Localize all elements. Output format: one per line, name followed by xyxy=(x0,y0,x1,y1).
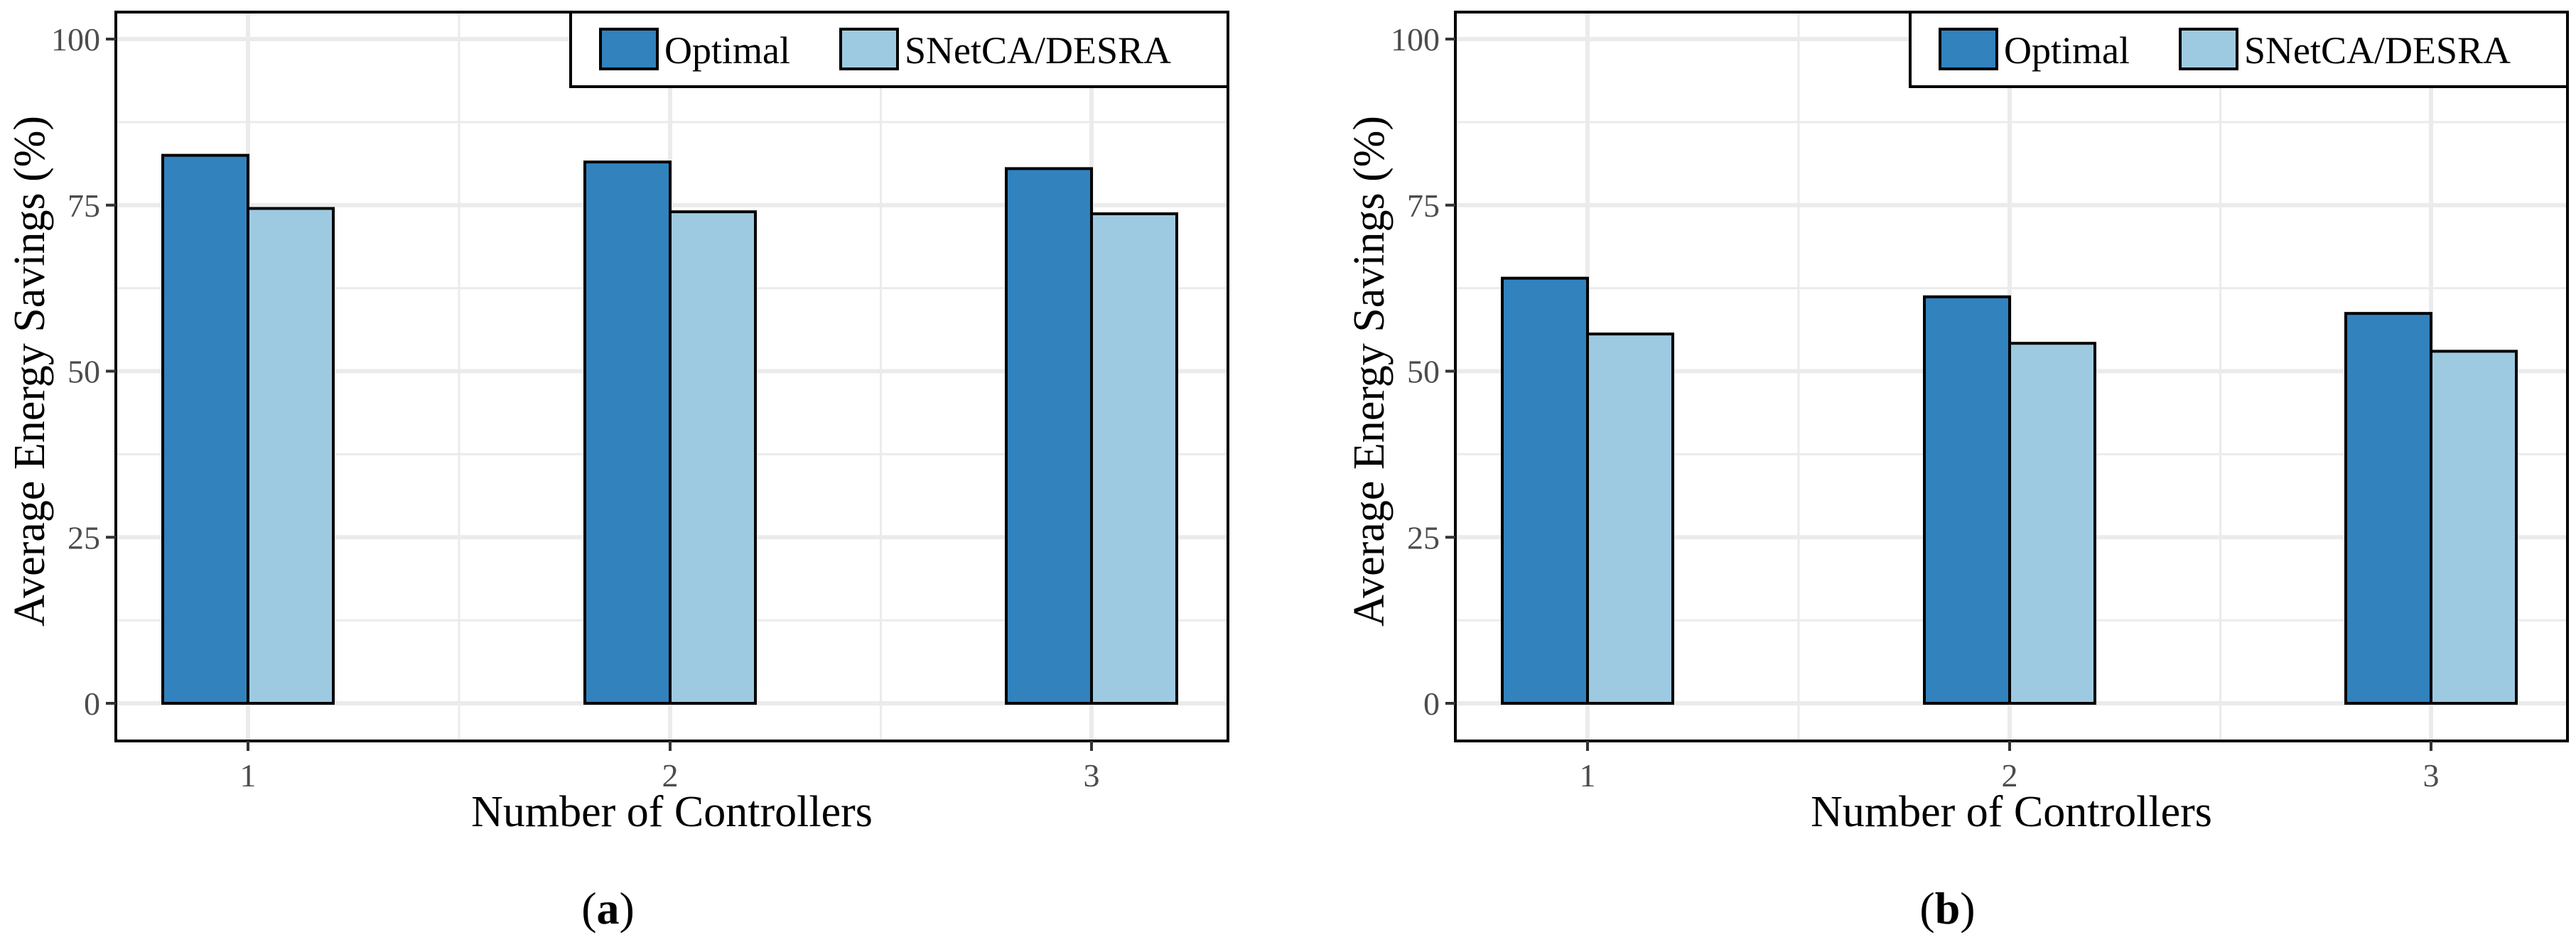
y-tick-label: 25 xyxy=(1407,519,1440,556)
x-tick-label: 1 xyxy=(1580,757,1596,794)
bar-snetca-desra-1 xyxy=(247,207,335,705)
legend-key-optimal xyxy=(1939,28,1998,70)
legend-box xyxy=(569,11,1229,88)
x-tick-label: 3 xyxy=(1084,757,1100,794)
legend-key-snetca-desra xyxy=(2179,28,2238,70)
x-tick-label: 3 xyxy=(2423,757,2440,794)
bar-snetca-desra-3 xyxy=(2430,350,2518,705)
legend-box xyxy=(1909,11,2569,88)
bar-optimal-2 xyxy=(1923,295,2011,705)
legend-label-snetca-desra: SNetCA/DESRA xyxy=(2244,29,2511,72)
legend-label-optimal: Optimal xyxy=(664,29,790,72)
legend: Optimal SNetCA/DESRA xyxy=(1909,11,2569,88)
caption-paren-open: ( xyxy=(581,883,596,933)
caption-paren-close: ) xyxy=(620,883,635,933)
y-tick-label: 100 xyxy=(51,21,100,58)
y-axis-title: Average Energy Savings (%) xyxy=(1345,116,1394,627)
y-tick-label: 75 xyxy=(68,188,100,224)
bar-optimal-2 xyxy=(583,160,672,705)
legend-key-snetca-desra xyxy=(839,28,899,70)
y-tick-label: 100 xyxy=(1391,21,1440,58)
y-tick-label: 50 xyxy=(1407,354,1440,390)
y-tick-label: 25 xyxy=(68,519,100,556)
x-tick-label: 1 xyxy=(240,757,257,794)
bar-optimal-1 xyxy=(1501,276,1589,705)
bar-optimal-3 xyxy=(1005,167,1093,705)
y-tick-label: 0 xyxy=(84,686,100,722)
legend-label-snetca-desra: SNetCA/DESRA xyxy=(905,29,1171,72)
caption-letter: a xyxy=(597,883,620,933)
legend-key-optimal xyxy=(599,28,659,70)
bar-optimal-1 xyxy=(161,153,249,705)
bar-snetca-desra-1 xyxy=(1586,332,1674,705)
x-axis-title: Number of Controllers xyxy=(1811,788,2212,836)
y-tick-label: 75 xyxy=(1407,188,1440,224)
bar-snetca-desra-2 xyxy=(669,210,757,705)
legend: Optimal SNetCA/DESRA xyxy=(569,11,1229,88)
panel-caption: (a) xyxy=(581,883,635,933)
chart-panel-a: 0 25 50 75 100 1 2 3 Number of Controllers Averag… xyxy=(6,11,1229,933)
x-tick-label: 2 xyxy=(2002,757,2018,794)
x-tick-label: 2 xyxy=(662,757,679,794)
y-axis-title: Average Energy Savings (%) xyxy=(6,116,54,627)
caption-paren-close: ) xyxy=(1960,883,1975,933)
legend-label-optimal: Optimal xyxy=(2004,29,2130,72)
bar-optimal-3 xyxy=(2344,312,2432,705)
caption-paren-open: ( xyxy=(1919,883,1934,933)
chart-panel-b: 0 25 50 75 100 1 2 3 Number of Controllers Averag… xyxy=(1345,11,2569,933)
bar-snetca-desra-3 xyxy=(1090,212,1178,705)
y-tick-label: 50 xyxy=(68,354,100,390)
x-axis-title: Number of Controllers xyxy=(471,788,873,836)
bar-snetca-desra-2 xyxy=(2008,342,2096,705)
caption-letter: b xyxy=(1935,883,1961,933)
y-tick-label: 0 xyxy=(1423,686,1440,722)
panel-caption: (b) xyxy=(1919,883,1975,933)
